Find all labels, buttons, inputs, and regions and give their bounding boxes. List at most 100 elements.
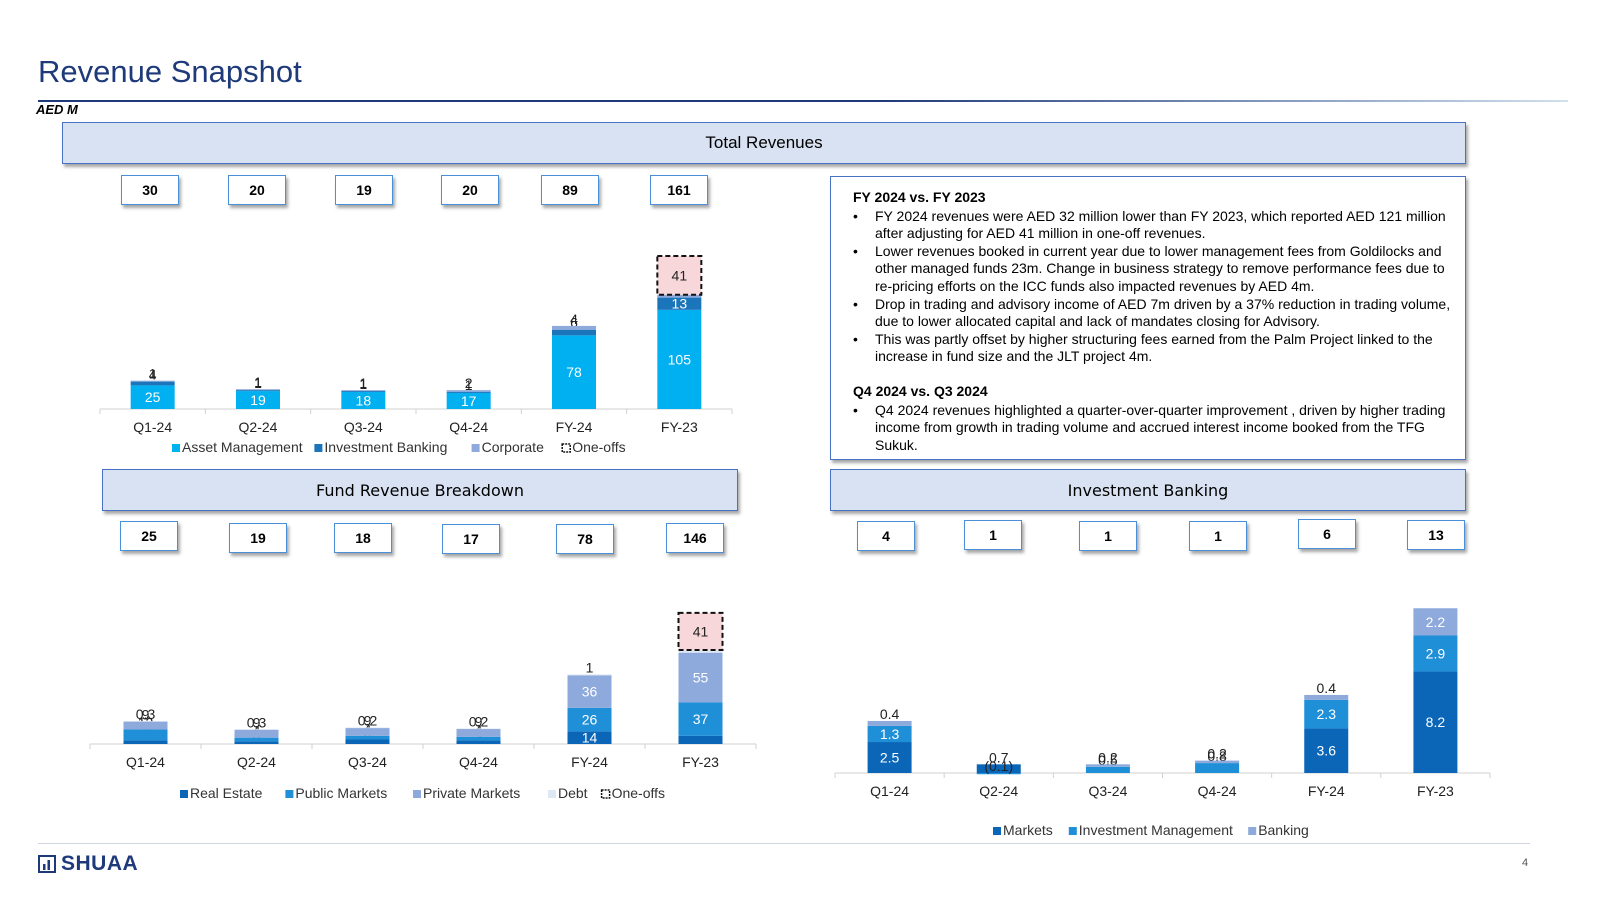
page-number: 4 <box>1522 857 1529 869</box>
bar-segment <box>976 764 1021 773</box>
bar-segment <box>236 389 280 391</box>
fy-points: FY 2024 revenues were AED 32 million low… <box>853 208 1451 366</box>
bar-segment <box>236 390 280 392</box>
data-label: 2.9 <box>1426 645 1446 661</box>
fund-total-box: 19 <box>229 523 287 553</box>
data-label: 2 <box>465 375 473 391</box>
ib-total-box: 6 <box>1298 519 1356 549</box>
data-label: 1 <box>465 377 473 393</box>
legend-label: Corporate <box>482 439 544 455</box>
bar-segment <box>456 728 501 730</box>
total-box: 161 <box>650 175 708 205</box>
legend-label: Public Markets <box>295 785 387 801</box>
bar-segment <box>130 381 175 386</box>
bar-segment <box>123 721 168 722</box>
investment-banking-chart: Q1-242.51.30.4Q2-240.7(0.1)Q3-240.50.2Q4… <box>834 608 1491 838</box>
bar-segment <box>552 335 596 409</box>
data-label: 1.3 <box>880 726 900 742</box>
legend-label: Markets <box>1003 822 1053 838</box>
legend-swatch <box>1248 827 1257 835</box>
bar-segment <box>1413 671 1458 773</box>
bar-segment <box>123 721 168 730</box>
data-label: 37 <box>693 711 709 727</box>
total-box: 19 <box>335 175 393 205</box>
data-label: 0.2 <box>1098 749 1118 765</box>
data-label: 2.5 <box>880 750 900 766</box>
legend-swatch <box>561 443 571 453</box>
data-label: 2.2 <box>1426 614 1446 630</box>
legend-swatch <box>993 827 1001 835</box>
x-tick-label: FY-23 <box>682 754 719 770</box>
data-label: 8.2 <box>1426 714 1446 730</box>
data-label: 13 <box>672 296 688 312</box>
total-revenues-header: Total Revenues <box>62 122 1466 164</box>
bar-segment <box>1085 764 1130 767</box>
bar-segment <box>456 736 501 741</box>
bar-segment <box>867 725 912 743</box>
data-label: 78 <box>566 364 582 380</box>
total-box: 30 <box>121 175 179 205</box>
bar-segment <box>341 391 386 393</box>
data-label: 0.3 <box>136 706 156 722</box>
ib-total-box: 13 <box>1407 520 1465 550</box>
q4-heading: Q4 2024 vs. Q3 2024 <box>853 382 988 399</box>
legend-swatch <box>285 790 294 798</box>
data-label: 1 <box>359 375 367 391</box>
x-tick-label: Q1-24 <box>870 783 909 799</box>
data-label: 4 <box>570 311 578 327</box>
bar-segment <box>567 731 612 744</box>
bar-segment <box>446 392 491 393</box>
fund-revenue-chart: Q1-2441290.3Q2-243490.3Q3-245490.2Q4-244… <box>89 611 757 801</box>
legend-label: One-offs <box>572 439 625 455</box>
fund-total-box: 17 <box>442 524 500 554</box>
data-label: 17 <box>461 393 477 409</box>
legend-swatch <box>413 790 421 798</box>
data-label: 0.3 <box>247 714 267 730</box>
unit-label: AED M <box>36 102 78 117</box>
bar-segment <box>1413 635 1458 672</box>
bullet: This was partly offset by higher structu… <box>853 331 1451 366</box>
bar-segment <box>567 674 612 676</box>
bar-segment <box>567 707 612 732</box>
data-label: 1 <box>359 376 367 392</box>
page-title: Revenue Snapshot <box>38 54 302 89</box>
bar-segment <box>1085 766 1130 773</box>
bar-segment <box>130 380 175 382</box>
fund-total-box: 146 <box>666 523 724 553</box>
legend-swatch <box>180 790 188 798</box>
data-label: 19 <box>250 392 266 408</box>
data-label: 0.5 <box>1098 752 1118 768</box>
data-label: 0.4 <box>880 706 900 722</box>
bullet: Drop in trading and advisory income of A… <box>853 296 1451 331</box>
bar-segment <box>678 652 723 703</box>
data-label: 1 <box>254 375 262 391</box>
data-label: 6 <box>570 315 578 331</box>
bullet: Q4 2024 revenues highlighted a quarter-o… <box>853 402 1451 455</box>
fund-total-box: 18 <box>334 523 392 553</box>
x-tick-label: FY-23 <box>1417 783 1454 799</box>
bar-segment <box>341 392 386 409</box>
data-label: 1 <box>149 366 157 382</box>
bar-segment <box>677 611 724 651</box>
data-label: 1 <box>254 374 262 390</box>
q4-points: Q4 2024 revenues highlighted a quarter-o… <box>853 402 1451 455</box>
bar-segment <box>456 740 501 744</box>
bar-segment <box>1304 728 1349 773</box>
bar-segment <box>567 675 612 708</box>
bar-segment <box>678 702 723 736</box>
legend-swatch <box>1068 827 1077 835</box>
x-tick-label: FY-24 <box>1308 783 1345 799</box>
data-label: 1 <box>586 659 594 675</box>
bar-segment <box>976 773 1021 775</box>
data-label: 9 <box>253 715 261 731</box>
x-tick-label: Q1-24 <box>126 754 165 770</box>
bar-segment <box>657 294 702 298</box>
logo-text: SHUAA <box>61 852 139 875</box>
data-label: 0.7 <box>989 749 1009 765</box>
data-label: (0.1) <box>984 758 1013 774</box>
bar-segment <box>867 742 912 773</box>
total-revenues-chart: Q1-242541Q2-241911Q3-241811Q4-241712FY-2… <box>99 255 733 455</box>
legend-label: Investment Banking <box>324 439 447 455</box>
legend-label: One-offs <box>612 785 665 801</box>
x-tick-label: Q4-24 <box>449 419 488 435</box>
